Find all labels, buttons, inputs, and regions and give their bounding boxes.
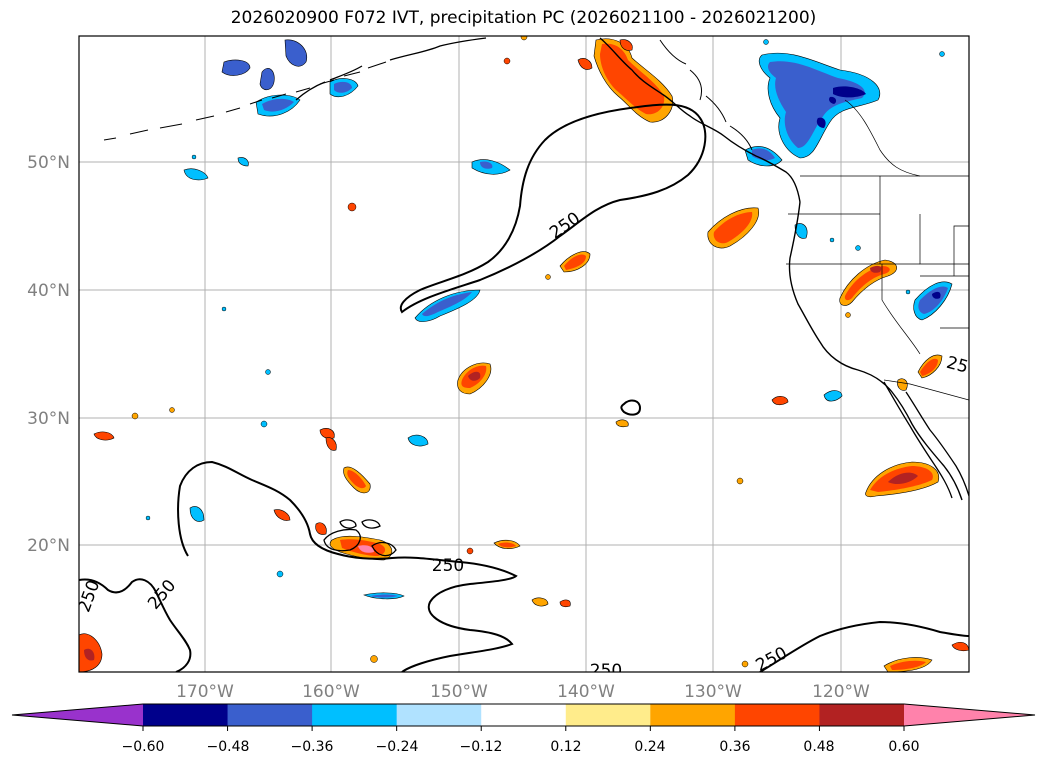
colorbar-tick-3: −0.36	[291, 739, 334, 755]
colorbar-tick-1: −0.60	[122, 739, 165, 755]
lon-label-170w: 170°W	[176, 682, 234, 702]
colorbar-bin-9	[819, 704, 905, 726]
lat-label-40n: 40°N	[27, 281, 70, 301]
lon-label-120w: 120°W	[812, 682, 870, 702]
neg-blob-central-1	[407, 434, 429, 447]
positive-anomaly-regions	[79, 36, 969, 672]
political-borders	[786, 99, 969, 401]
contour-label-south: 250	[590, 661, 622, 681]
colorbar-tick-5: −0.12	[460, 739, 503, 755]
ivt-contour-se	[759, 620, 969, 672]
colorbar-bin-5	[481, 704, 567, 726]
colorbar-bin-7	[650, 704, 736, 726]
alaska-coast	[599, 37, 801, 203]
longitude-labels: 170°W 160°W 150°W 140°W 130°W 120°W	[176, 682, 870, 702]
colorbar-extend-high	[904, 704, 1035, 726]
lat-label-20n: 20°N	[27, 536, 70, 556]
lon-label-160w: 160°W	[302, 682, 360, 702]
pos-blob-south-1	[531, 597, 549, 607]
gridlines	[79, 36, 969, 672]
neg-blob-california	[794, 223, 808, 239]
colorbar-tick-4: −0.24	[376, 739, 419, 755]
baja-california	[883, 381, 969, 499]
ca-nv-border	[881, 264, 921, 355]
aleutians	[103, 61, 387, 141]
map-frame	[78, 35, 970, 673]
colorbar-tick-10: 0.60	[888, 739, 919, 755]
lon-label-140w: 140°W	[557, 682, 615, 702]
west-coast-us	[788, 201, 963, 501]
colorbar-bin-1	[143, 704, 229, 726]
colorbar-tick-8: 0.36	[719, 739, 750, 755]
neg-blob-aleutian-3	[284, 39, 308, 67]
ivt-contours	[79, 103, 969, 672]
ut-border	[920, 225, 969, 329]
colorbar-bin-6	[565, 704, 651, 726]
colorbar-bin-3	[312, 704, 398, 726]
map-background	[79, 36, 969, 672]
bc-archipelago	[659, 39, 753, 151]
colorbar-ticks: −0.60 −0.48 −0.36 −0.24 −0.12 0.12 0.24 …	[122, 739, 920, 755]
colorbar-bin-4	[396, 704, 482, 726]
mexico-border	[883, 379, 969, 401]
alaska-peninsula	[295, 37, 487, 101]
negative-anomaly-regions	[145, 39, 953, 600]
colorbar-tick-9: 0.48	[803, 739, 834, 755]
latitude-labels: 50°N 40°N 30°N 20°N	[27, 153, 70, 556]
lat-label-50n: 50°N	[27, 153, 70, 173]
map-title: 2026020900 F072 IVT, precipitation PC (2…	[230, 8, 817, 28]
ivt-contour-ar	[399, 103, 707, 314]
colorbar-tick-2: −0.48	[207, 739, 250, 755]
colorbar-tick-7: 0.24	[634, 739, 665, 755]
colorbar-extend-low	[12, 704, 143, 726]
coastlines	[103, 37, 969, 557]
lat-label-30n: 30°N	[27, 409, 70, 429]
neg-blob-aleutian-1	[221, 59, 251, 76]
neg-blob-aleutian-2	[259, 68, 275, 91]
colorbar-tick-6: 0.12	[550, 739, 581, 755]
neg-blob-bering-1	[183, 168, 209, 181]
lon-label-130w: 130°W	[684, 682, 742, 702]
neg-blob-hawaii-west	[189, 506, 205, 522]
contour-label-hawaii: 250	[432, 556, 464, 576]
colorbar-bin-2	[227, 704, 313, 726]
id-border	[879, 176, 969, 265]
bc-interior	[844, 99, 921, 177]
lon-label-150w: 150°W	[430, 682, 488, 702]
ivt-contour-small-loop	[620, 399, 642, 416]
colorbar	[11, 703, 1036, 731]
ivt-contour-subtropical	[79, 460, 518, 672]
neg-blob-bering-2	[237, 157, 249, 167]
neg-blob-baja	[823, 390, 843, 402]
colorbar-bin-8	[734, 704, 820, 726]
hawaii-islands	[323, 519, 397, 557]
